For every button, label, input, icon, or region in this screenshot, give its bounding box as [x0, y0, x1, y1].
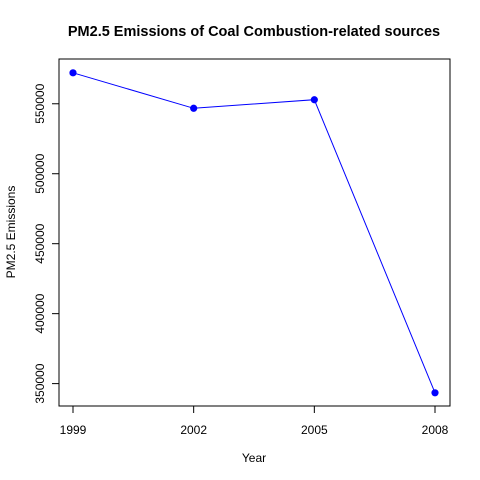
x-tick-label-2008: 2008 [422, 423, 449, 437]
data-point-2002 [190, 104, 198, 112]
chart-title: PM2.5 Emissions of Coal Combustion-relat… [68, 24, 440, 40]
y-tick-label-400000: 400000 [33, 293, 47, 333]
y-tick-label-550000: 550000 [33, 83, 47, 123]
emissions-series [69, 69, 439, 397]
y-tick-label-350000: 350000 [33, 363, 47, 403]
data-point-2005 [310, 96, 318, 104]
y-axis-label: PM2.5 Emissions [4, 186, 18, 279]
y-tick-label-500000: 500000 [33, 153, 47, 193]
x-tick-label-2005: 2005 [301, 423, 328, 437]
y-tick-label-450000: 450000 [33, 223, 47, 263]
data-point-1999 [69, 69, 77, 77]
x-axis-label: Year [242, 451, 266, 465]
x-tick-label-2002: 2002 [180, 423, 207, 437]
data-point-2008 [431, 389, 439, 397]
emissions-line [72, 72, 436, 393]
plot-frame [58, 58, 451, 407]
x-tick-label-1999: 1999 [60, 423, 87, 437]
x-axis: 1999 2002 2005 2008 [60, 406, 449, 437]
y-axis: 350000 400000 450000 500000 550000 [33, 83, 59, 404]
